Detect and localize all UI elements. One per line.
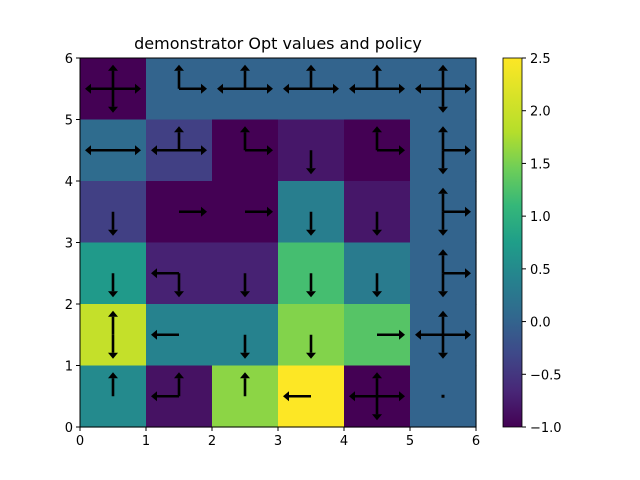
policy-arrow [349, 64, 405, 94]
y-tick-label: 4 [65, 175, 73, 190]
y-tick-label: 5 [65, 114, 73, 129]
policy-arrow [240, 273, 250, 298]
policy-arrow [174, 64, 207, 94]
policy-arrow [217, 64, 273, 94]
policy-arrow [415, 310, 471, 359]
policy-arrow [372, 126, 405, 156]
policy-arrow [240, 334, 250, 359]
y-tick-label: 6 [65, 52, 73, 67]
policy-arrow [85, 145, 141, 156]
policy-arrow [240, 372, 250, 397]
policy-arrow [441, 394, 445, 398]
colorbar-tick-label: 0.5 [530, 263, 551, 278]
x-axis: 0 1 2 3 4 5 6 [76, 427, 480, 449]
x-tick-label: 3 [274, 434, 282, 449]
x-tick-label: 1 [142, 434, 150, 449]
policy-arrow [306, 273, 316, 298]
colorbar-ticks: 2.5 2.0 1.5 1.0 0.5 0.0 −0.5 −1.0 [522, 52, 562, 436]
policy-arrow [377, 329, 405, 340]
policy-arrow [283, 391, 311, 402]
policy-arrow [108, 310, 118, 359]
y-tick-label: 3 [65, 237, 73, 252]
x-tick-label: 0 [76, 434, 84, 449]
colorbar-tick-label: 2.5 [530, 52, 551, 67]
policy-arrow [151, 372, 184, 402]
policy-arrow [108, 372, 118, 397]
chart-title: demonstrator Opt values and policy [134, 34, 422, 53]
heatmap-cells [80, 58, 477, 428]
policy-arrow [151, 126, 207, 156]
y-tick-label: 2 [65, 298, 73, 313]
y-axis: 0 1 2 3 4 5 6 [65, 52, 80, 436]
policy-arrow [283, 64, 339, 94]
x-tick-label: 2 [208, 434, 216, 449]
policy-arrow [349, 372, 405, 421]
policy-arrow [151, 329, 179, 340]
policy-arrow [415, 64, 471, 113]
y-tick-label: 0 [65, 421, 73, 436]
colorbar-tick-label: −1.0 [530, 421, 562, 436]
policy-arrow [306, 334, 316, 359]
policy-arrow [372, 211, 382, 236]
policy-arrow [438, 249, 471, 298]
policy-arrow [438, 187, 471, 236]
colorbar-tick-label: 0.0 [530, 316, 551, 331]
policy-arrow [372, 273, 382, 298]
policy-arrow [108, 273, 118, 298]
colorbar [502, 57, 523, 428]
colorbar-tick-label: 1.0 [530, 210, 551, 225]
x-tick-label: 5 [406, 434, 414, 449]
x-tick-label: 6 [472, 434, 480, 449]
policy-arrow [245, 206, 273, 217]
y-tick-label: 1 [65, 360, 73, 375]
policy-arrow [85, 64, 141, 113]
policy-arrow [179, 206, 207, 217]
policy-arrow [151, 268, 184, 298]
policy-arrow [306, 150, 316, 175]
policy-arrow [438, 126, 471, 175]
policy-arrows [85, 64, 471, 421]
colorbar-tick-label: 1.5 [530, 157, 551, 172]
policy-arrow [108, 211, 118, 236]
x-tick-label: 4 [340, 434, 348, 449]
colorbar-tick-label: −0.5 [530, 368, 562, 383]
colorbar-tick-label: 2.0 [530, 105, 551, 120]
policy-arrow [240, 126, 273, 156]
policy-arrow [306, 211, 316, 236]
